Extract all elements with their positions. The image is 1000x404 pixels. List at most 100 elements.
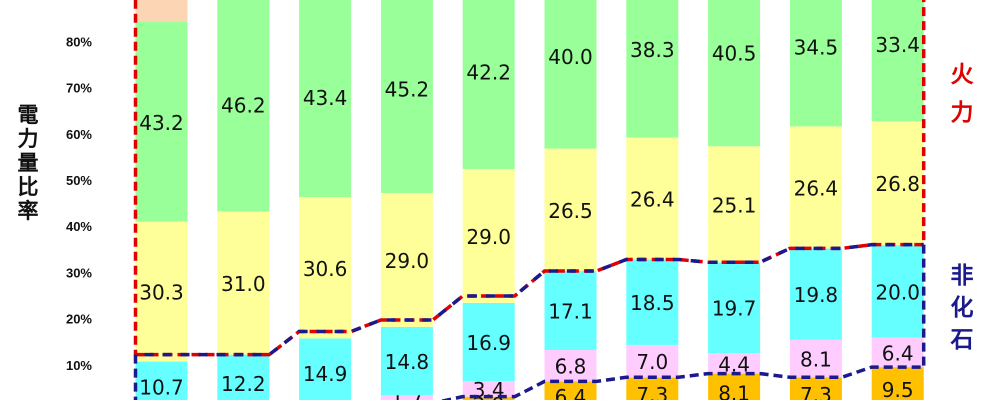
y-tick-label: 80% — [66, 34, 92, 49]
bar-segment — [462, 168, 515, 303]
bar-segment — [544, 148, 597, 272]
y-tick-label: 20% — [66, 312, 92, 327]
data-label: 20.0 — [875, 280, 920, 304]
data-label: 26.8 — [875, 172, 920, 196]
bar-segment — [871, 0, 924, 122]
bar-segment — [708, 353, 761, 374]
bar-segment — [789, 126, 842, 249]
bar-segment — [789, 0, 842, 127]
bar-segment — [462, 302, 515, 381]
bar-segment — [789, 248, 842, 340]
bar-segment — [217, 354, 270, 404]
data-label: 46.2 — [221, 94, 266, 118]
fossil-group-label: 火力 — [951, 62, 974, 126]
data-label: 6.4 — [882, 341, 914, 365]
data-label: 42.2 — [466, 60, 511, 84]
data-label: 40.5 — [712, 42, 757, 66]
bar-segment — [299, 338, 352, 404]
bar-segment — [871, 121, 924, 246]
data-label: 14.8 — [385, 350, 430, 374]
y-axis-title: 電力量比率 — [18, 103, 39, 223]
bar-segment — [708, 262, 761, 354]
y-axis-label: 電力量比率 — [18, 103, 39, 223]
data-label: 33.4 — [875, 33, 920, 57]
data-label: 16.9 — [466, 331, 511, 355]
bar-segment — [135, 0, 188, 22]
data-label: 34.5 — [794, 36, 839, 60]
bar-segment — [708, 373, 761, 404]
data-label: 7.0 — [636, 350, 668, 374]
y-tick-label: 70% — [66, 81, 92, 96]
data-label: 30.3 — [139, 281, 184, 305]
bar-segment — [299, 197, 352, 339]
data-label: 25.1 — [712, 193, 757, 217]
bar-segment — [544, 271, 597, 351]
bar-segment — [871, 337, 924, 368]
y-tick-label: 90% — [66, 0, 92, 3]
data-label: 43.4 — [303, 86, 348, 110]
bar-segment — [462, 0, 515, 169]
data-label: 19.8 — [794, 283, 839, 307]
bar-segment — [544, 381, 597, 404]
nonfossil-region-top — [135, 242, 924, 357]
data-label: 26.4 — [630, 187, 675, 211]
data-label: 29.0 — [466, 225, 511, 249]
y-tick-label: 60% — [66, 127, 92, 142]
data-label: 43.2 — [139, 111, 184, 135]
data-label: 45.2 — [385, 78, 430, 102]
bar-segment — [380, 192, 433, 327]
bar-segment — [380, 326, 433, 396]
group-boundaries — [133, 0, 926, 404]
bar-segment — [544, 350, 597, 382]
bar-segment — [626, 0, 679, 138]
data-label: 7.3 — [800, 383, 832, 400]
data-label: 8.1 — [718, 381, 750, 400]
bar-segment — [299, 0, 352, 198]
nonfossil-region-bottom — [370, 365, 924, 404]
bar-segment — [871, 245, 924, 338]
data-label: 6.4 — [555, 385, 587, 400]
data-label: 40.0 — [548, 45, 593, 69]
bar-segment — [708, 146, 761, 263]
data-label: 30.6 — [303, 257, 348, 281]
bar-segment — [544, 0, 597, 149]
data-label: 26.5 — [548, 199, 593, 223]
data-label: 19.7 — [712, 297, 757, 321]
bars: 10.730.343.212.231.046.20.814.930.643.41… — [135, 0, 924, 404]
bar-segment — [708, 0, 761, 147]
bar-segment — [871, 367, 924, 404]
bar-segment — [789, 339, 842, 378]
data-label: 9.5 — [882, 378, 914, 400]
nonfossil-group-label: 非化石 — [950, 263, 974, 353]
data-label: 7.3 — [636, 383, 668, 400]
data-label: 26.4 — [794, 176, 839, 200]
bar-segment — [217, 0, 270, 212]
bar-segment — [380, 395, 433, 404]
y-tick-label: 40% — [66, 219, 92, 234]
data-label: 31.0 — [221, 272, 266, 296]
data-label: 10.7 — [139, 375, 184, 399]
data-label: 8.1 — [800, 348, 832, 372]
bar-segment — [626, 259, 679, 345]
data-label: 38.3 — [630, 38, 675, 62]
y-tick-label: 10% — [66, 358, 92, 373]
y-tick-labels: 0%10%20%30%40%50%60%70%80%90% — [66, 0, 92, 373]
bar-segment — [462, 380, 515, 397]
y-tick-label: 50% — [66, 173, 92, 188]
data-label: 14.9 — [303, 362, 348, 386]
bar-segment — [135, 221, 188, 362]
bar-segment — [626, 137, 679, 260]
data-label: 6.8 — [555, 355, 587, 379]
bar-segment — [135, 21, 188, 222]
bar-segment — [380, 0, 433, 193]
bar-segment — [217, 211, 270, 355]
data-label: 12.2 — [221, 372, 266, 396]
data-label: 29.0 — [385, 249, 430, 273]
data-label: 18.5 — [630, 291, 675, 315]
data-label: 17.1 — [548, 300, 593, 324]
bar-segment — [135, 361, 188, 404]
bar-segment — [626, 344, 679, 378]
